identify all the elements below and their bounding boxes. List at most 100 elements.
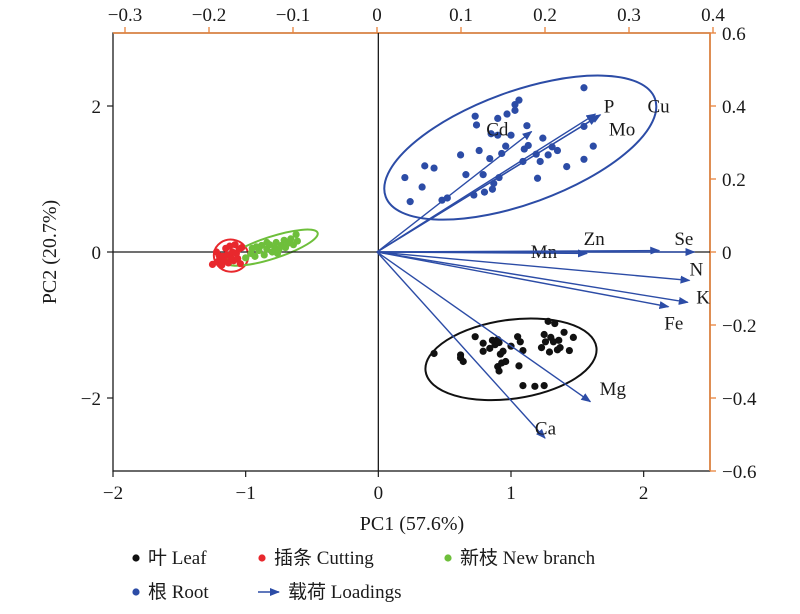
right-tick-label: −0.4: [722, 389, 757, 410]
point-leaf: [540, 381, 548, 390]
point-root: [503, 110, 511, 118]
top-tick-label: 0.1: [449, 5, 473, 26]
point-root: [487, 130, 495, 138]
loading-arrow-ca: [376, 251, 546, 439]
point-root: [494, 131, 502, 139]
legend-marker: [258, 554, 266, 562]
point-root: [536, 157, 544, 166]
point-leaf: [537, 344, 546, 352]
legend-marker: [444, 554, 452, 562]
point-root: [498, 149, 506, 158]
point-root: [523, 122, 531, 130]
point-root: [488, 185, 497, 193]
loading-label-mo: Mo: [609, 120, 635, 141]
point-leaf: [516, 338, 524, 346]
point-root: [563, 162, 571, 171]
point-root: [406, 198, 414, 206]
point-root: [421, 162, 429, 170]
point-branch: [287, 235, 295, 243]
point-root: [475, 146, 483, 155]
point-root: [456, 151, 465, 159]
point-leaf: [519, 381, 527, 390]
point-leaf: [430, 349, 438, 358]
point-leaf: [515, 362, 523, 370]
loading-arrow-mo: [376, 116, 598, 253]
top-tick-label: 0.2: [533, 5, 557, 26]
loading-arrow-mg: [376, 251, 592, 403]
loading-label-k: K: [696, 288, 710, 309]
point-root: [479, 171, 487, 179]
legend-label: 叶 Leaf: [148, 547, 207, 569]
top-tick-label: 0.3: [617, 5, 641, 26]
point-root: [580, 155, 588, 163]
point-leaf: [540, 330, 548, 339]
loading-label-cd: Cd: [486, 120, 509, 141]
point-leaf: [459, 357, 467, 366]
point-root: [430, 164, 438, 172]
y-tick-label: −2: [81, 389, 101, 410]
point-branch: [293, 237, 302, 245]
right-tick-label: 0: [722, 243, 732, 264]
legend-label: 根 Root: [148, 581, 209, 603]
loading-label-fe: Fe: [664, 314, 683, 335]
point-root: [539, 134, 547, 142]
point-root: [502, 142, 510, 150]
loading-arrow-cd: [376, 130, 533, 253]
point-leaf: [544, 317, 552, 325]
loading-label-zn: Zn: [584, 229, 606, 250]
point-root: [533, 174, 542, 182]
point-root: [462, 171, 470, 179]
point-root: [515, 96, 523, 104]
y-axis-title: PC2 (20.7%): [39, 200, 61, 304]
right-tick-label: 0.6: [722, 24, 746, 45]
point-leaf: [499, 347, 507, 355]
loading-label-p: P: [604, 97, 615, 118]
point-branch: [260, 251, 268, 259]
loading-label-mg: Mg: [600, 379, 627, 400]
point-leaf: [565, 346, 573, 355]
point-branch: [272, 238, 280, 247]
point-leaf: [541, 338, 550, 346]
top-tick-label: −0.1: [276, 5, 310, 26]
point-leaf: [502, 357, 510, 366]
point-leaf: [551, 319, 559, 328]
point-root: [524, 141, 532, 150]
loading-arrow-fe: [376, 251, 670, 310]
point-root: [507, 131, 515, 139]
x-tick-label: 0: [374, 483, 384, 504]
point-root: [418, 183, 426, 191]
top-tick-label: 0: [372, 5, 382, 26]
point-cutting: [236, 260, 244, 268]
point-leaf: [555, 336, 563, 344]
point-cutting: [208, 260, 217, 269]
point-leaf: [495, 338, 503, 347]
loading-arrow-n: [376, 251, 691, 284]
top-tick-label: −0.3: [108, 5, 142, 26]
y-tick-label: 0: [92, 243, 102, 264]
x-tick-label: −2: [103, 483, 123, 504]
point-leaf: [479, 347, 487, 355]
point-root: [480, 188, 489, 196]
point-branch: [263, 238, 271, 247]
point-root: [544, 151, 552, 159]
x-axis-title: PC1 (57.6%): [360, 513, 464, 535]
legend-marker: [132, 588, 140, 596]
x-tick-label: 1: [506, 483, 516, 504]
legend-marker: [132, 554, 140, 562]
x-tick-label: −1: [236, 483, 256, 504]
point-leaf: [556, 344, 564, 352]
top-tick-label: −0.2: [192, 5, 226, 26]
point-leaf: [531, 382, 539, 390]
point-leaf: [471, 333, 479, 341]
ellipse-leaf: [424, 317, 598, 402]
legend: 叶 Leaf 插条 Cutting 新枝 New branch 根 Root 载荷 Lo…: [132, 547, 596, 603]
legend-label: 插条 Cutting: [274, 547, 374, 569]
right-tick-label: 0.4: [722, 97, 746, 118]
point-leaf: [495, 367, 503, 375]
point-leaf: [479, 339, 487, 347]
ellipse-root: [383, 74, 658, 221]
point-branch: [273, 249, 282, 258]
loading-label-ca: Ca: [535, 419, 557, 440]
